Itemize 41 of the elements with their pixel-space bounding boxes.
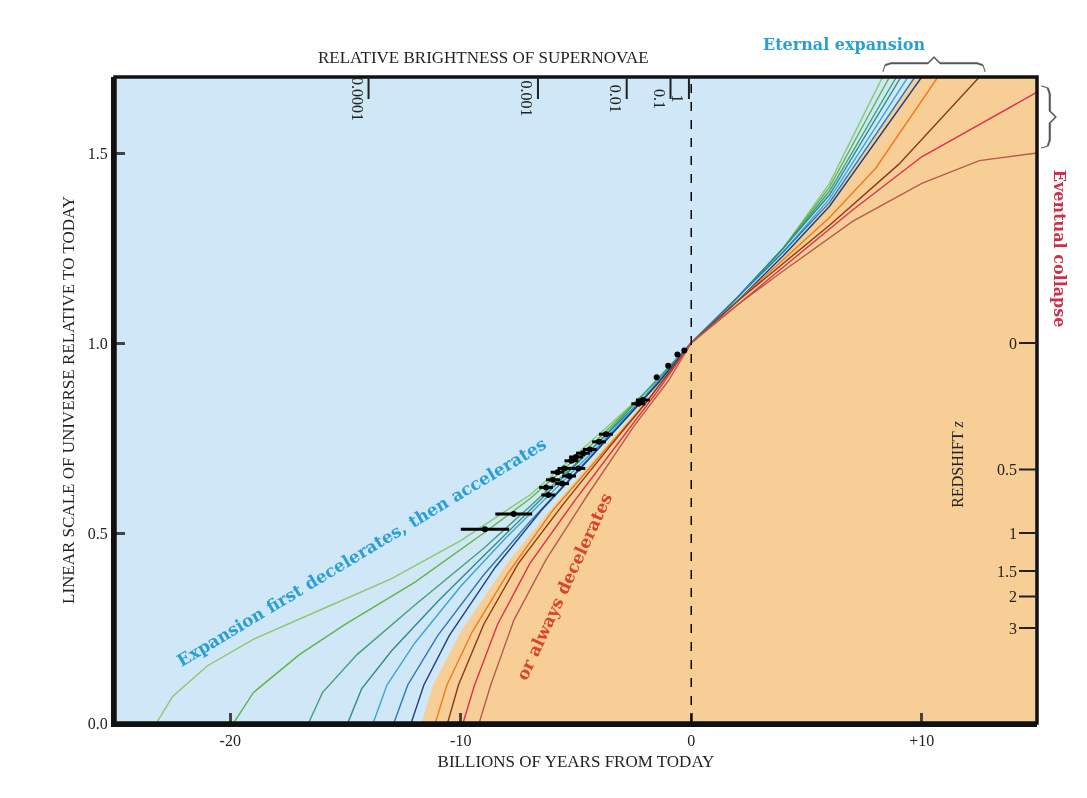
point: [481, 526, 488, 533]
point: [510, 511, 517, 517]
annotation: 0: [1009, 335, 1017, 352]
y-tick-label: 1.5: [87, 144, 108, 162]
annotation: 0.001: [518, 80, 536, 117]
annotation: 3: [1009, 620, 1017, 637]
annotation: 1: [1009, 525, 1017, 542]
point: [554, 469, 561, 476]
point: [559, 480, 566, 487]
point: [566, 473, 573, 479]
annotation: 0.5: [997, 461, 1017, 478]
annotation: 0.0001: [349, 76, 367, 121]
y2-axis-title: REDSHIFT z: [949, 420, 967, 508]
text: Eventual collapse: [1050, 169, 1070, 328]
y-tick-label: 0.0: [87, 714, 108, 732]
text: Eternal expansion: [763, 35, 926, 54]
y-tick-label: 1.0: [87, 334, 108, 352]
annotation: 0.01: [607, 84, 625, 113]
x-axis-title: BILLIONS OF YEARS FROM TODAY: [437, 752, 715, 772]
point: [575, 465, 582, 472]
x-tick-label: -20: [219, 732, 241, 750]
point: [596, 438, 603, 445]
x-tick-label: +10: [909, 732, 935, 750]
point: [549, 476, 556, 483]
annotation: 1: [669, 94, 687, 103]
point: [635, 400, 642, 407]
x-tick-label: 0: [687, 732, 696, 750]
point: [561, 465, 568, 472]
point: [573, 454, 579, 460]
point: [579, 450, 586, 457]
point: [568, 457, 575, 464]
annotation: 2: [1009, 588, 1017, 605]
point: [586, 446, 593, 453]
annotation: 1.5: [997, 563, 1017, 580]
annotation: 0.1: [651, 88, 669, 109]
x-tick-label: -10: [450, 732, 472, 750]
y-tick-label: 0.5: [87, 524, 108, 542]
point: [639, 397, 646, 403]
y-axis-title: LINEAR SCALE OF UNIVERSE RELATIVE TO TODAY: [58, 195, 78, 605]
point: [602, 431, 609, 438]
x2-axis-title: RELATIVE BRIGHTNESS OF SUPERNOVAE: [318, 48, 649, 67]
